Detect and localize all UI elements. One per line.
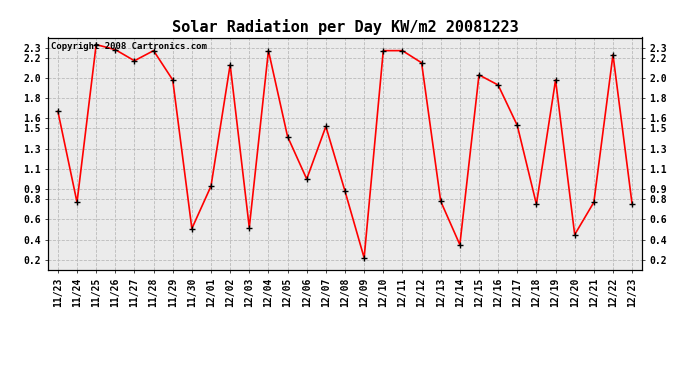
Text: Copyright 2008 Cartronics.com: Copyright 2008 Cartronics.com [51, 42, 207, 51]
Title: Solar Radiation per Day KW/m2 20081223: Solar Radiation per Day KW/m2 20081223 [172, 19, 518, 35]
